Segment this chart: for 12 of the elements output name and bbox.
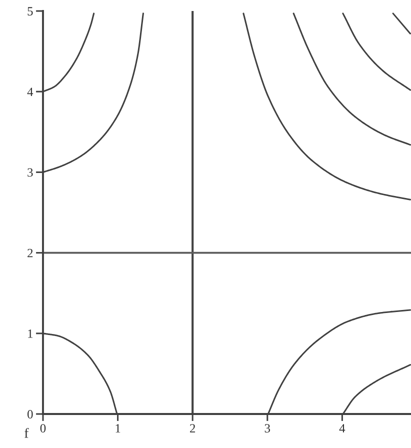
y-tick-label: 4 bbox=[27, 88, 34, 96]
y-tick-label: 5 bbox=[28, 7, 33, 16]
x-tick-label: 4 bbox=[339, 424, 346, 432]
y-tick-label: 3 bbox=[28, 168, 33, 177]
x-tick-label: 0 bbox=[40, 424, 46, 433]
y-tick-label: 1 bbox=[28, 329, 33, 338]
x-tick-label: 2 bbox=[190, 424, 196, 432]
y-tick-label: 0 bbox=[27, 410, 33, 418]
x-tick-label: 3 bbox=[264, 424, 270, 433]
text: f bbox=[24, 428, 29, 438]
x-tick-label: 1 bbox=[116, 424, 120, 432]
y-tick-label: 2 bbox=[28, 248, 33, 258]
